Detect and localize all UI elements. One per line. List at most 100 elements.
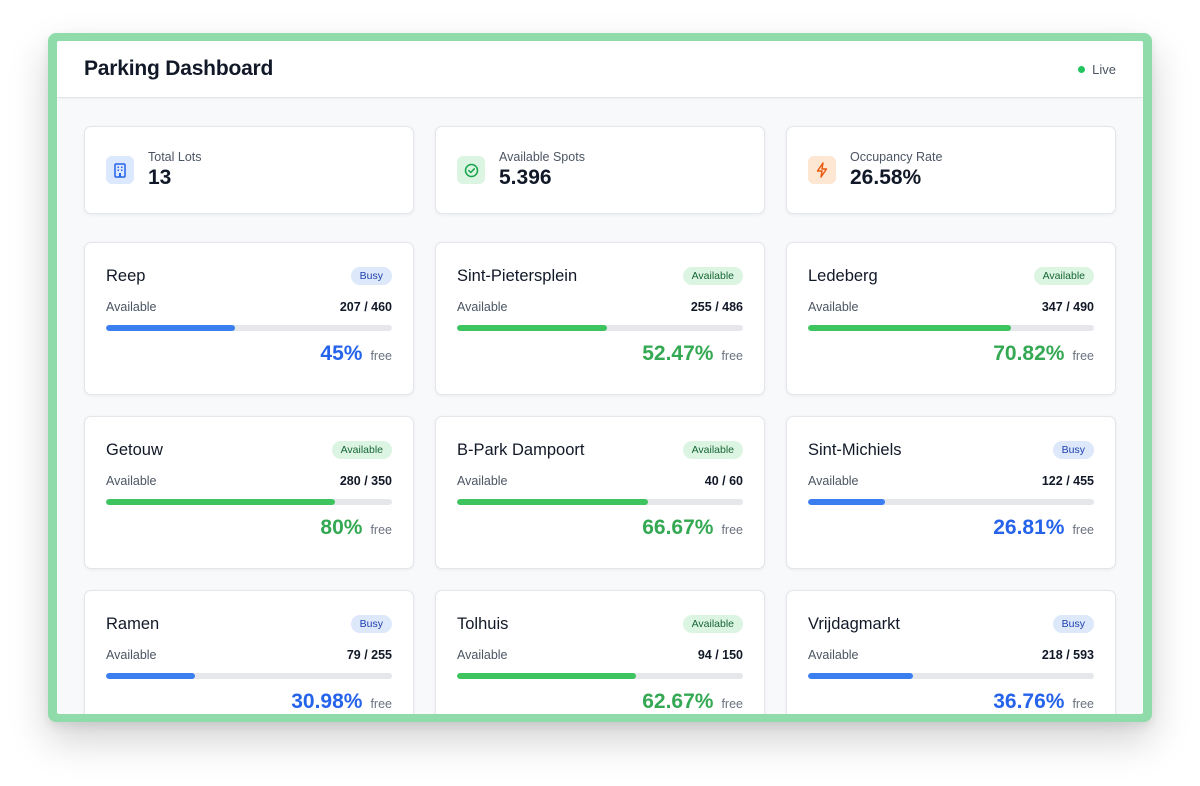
stat-value: 5.396 bbox=[499, 166, 552, 189]
available-label: Available bbox=[457, 300, 508, 314]
lot-card[interactable]: Ledeberg Available Available 347 / 490 7… bbox=[786, 242, 1116, 395]
availability-bar-fill bbox=[106, 499, 335, 505]
lot-name: B-Park Dampoort bbox=[457, 440, 585, 459]
spot-count: 280 / 350 bbox=[339, 474, 392, 488]
available-label: Available bbox=[808, 648, 859, 662]
free-percent: 70.82% bbox=[993, 342, 1065, 365]
available-label: Available bbox=[106, 648, 157, 662]
stats-row: Total Lots 13 Available Spots 5.396 bbox=[84, 126, 1116, 214]
status-badge: Busy bbox=[1052, 441, 1094, 459]
lot-name: Sint-Pietersplein bbox=[457, 266, 578, 285]
availability-bar-fill bbox=[457, 673, 637, 679]
availability-bar bbox=[808, 325, 1094, 331]
lot-name: Vrijdagmarkt bbox=[808, 614, 900, 633]
free-label: free bbox=[1072, 523, 1094, 537]
lot-name: Tolhuis bbox=[457, 614, 509, 633]
availability-bar-fill bbox=[808, 673, 914, 679]
lot-card[interactable]: Sint-Michiels Busy Available 122 / 455 2… bbox=[786, 416, 1116, 569]
spot-count: 218 / 593 bbox=[1041, 648, 1094, 662]
free-label: free bbox=[370, 697, 392, 711]
live-indicator: Live bbox=[1078, 62, 1116, 77]
spot-count: 79 / 255 bbox=[346, 648, 392, 662]
status-badge: Available bbox=[682, 267, 743, 285]
spot-count: 122 / 455 bbox=[1041, 474, 1094, 488]
status-badge: Available bbox=[682, 441, 743, 459]
availability-bar bbox=[457, 673, 743, 679]
status-badge: Available bbox=[1033, 267, 1094, 285]
availability-bar-fill bbox=[808, 499, 885, 505]
stat-card-available-spots: Available Spots 5.396 bbox=[435, 126, 765, 214]
building-icon bbox=[106, 156, 134, 184]
availability-bar bbox=[106, 499, 392, 505]
lot-card[interactable]: Getouw Available Available 280 / 350 80%… bbox=[84, 416, 414, 569]
stat-value: 13 bbox=[148, 166, 172, 189]
available-label: Available bbox=[808, 474, 859, 488]
spot-count: 207 / 460 bbox=[339, 300, 392, 314]
availability-bar bbox=[457, 499, 743, 505]
availability-bar bbox=[106, 673, 392, 679]
header: Parking Dashboard Live bbox=[57, 41, 1143, 98]
available-label: Available bbox=[457, 648, 508, 662]
spot-count: 40 / 60 bbox=[704, 474, 743, 488]
free-label: free bbox=[370, 523, 392, 537]
lot-card[interactable]: Sint-Pietersplein Available Available 25… bbox=[435, 242, 765, 395]
spot-count: 347 / 490 bbox=[1041, 300, 1094, 314]
status-badge: Available bbox=[682, 615, 743, 633]
status-badge: Busy bbox=[350, 267, 392, 285]
free-percent: 26.81% bbox=[993, 516, 1065, 539]
availability-bar-fill bbox=[106, 673, 195, 679]
spot-count: 94 / 150 bbox=[697, 648, 743, 662]
availability-bar-fill bbox=[808, 325, 1011, 331]
stat-value: 26.58% bbox=[850, 166, 922, 189]
status-badge: Available bbox=[331, 441, 392, 459]
page-title: Parking Dashboard bbox=[84, 57, 274, 80]
free-label: free bbox=[721, 523, 743, 537]
availability-bar bbox=[457, 325, 743, 331]
status-badge: Busy bbox=[1052, 615, 1094, 633]
free-percent: 45% bbox=[320, 342, 363, 365]
free-percent: 30.98% bbox=[291, 690, 363, 713]
lot-name: Ledeberg bbox=[808, 266, 878, 285]
lots-grid: Reep Busy Available 207 / 460 45% free S… bbox=[84, 242, 1116, 714]
lot-name: Getouw bbox=[106, 440, 163, 459]
stat-card-occupancy-rate: Occupancy Rate 26.58% bbox=[786, 126, 1116, 214]
live-label: Live bbox=[1092, 61, 1116, 77]
status-badge: Busy bbox=[350, 615, 392, 633]
lot-card[interactable]: Vrijdagmarkt Busy Available 218 / 593 36… bbox=[786, 590, 1116, 714]
free-percent: 36.76% bbox=[993, 690, 1065, 713]
free-percent: 66.67% bbox=[642, 516, 714, 539]
availability-bar bbox=[106, 325, 392, 331]
main-content: Total Lots 13 Available Spots 5.396 bbox=[57, 98, 1143, 714]
lot-card[interactable]: B-Park Dampoort Available Available 40 /… bbox=[435, 416, 765, 569]
stat-label: Occupancy Rate bbox=[850, 150, 943, 164]
free-percent: 80% bbox=[320, 516, 363, 539]
lot-name: Ramen bbox=[106, 614, 160, 633]
free-label: free bbox=[721, 349, 743, 363]
availability-bar bbox=[808, 499, 1094, 505]
lot-name: Reep bbox=[106, 266, 146, 285]
lot-card[interactable]: Ramen Busy Available 79 / 255 30.98% fre… bbox=[84, 590, 414, 714]
spot-count: 255 / 486 bbox=[690, 300, 743, 314]
lot-card[interactable]: Reep Busy Available 207 / 460 45% free bbox=[84, 242, 414, 395]
free-percent: 62.67% bbox=[642, 690, 714, 713]
stat-label: Available Spots bbox=[499, 150, 585, 164]
available-label: Available bbox=[808, 300, 859, 314]
dashboard-window: Parking Dashboard Live bbox=[57, 41, 1143, 714]
stat-card-total-lots: Total Lots 13 bbox=[84, 126, 414, 214]
check-circle-icon bbox=[457, 156, 485, 184]
free-percent: 52.47% bbox=[642, 342, 714, 365]
availability-bar bbox=[808, 673, 1094, 679]
lot-name: Sint-Michiels bbox=[808, 440, 902, 459]
available-label: Available bbox=[106, 300, 157, 314]
live-dot-icon bbox=[1078, 65, 1086, 73]
free-label: free bbox=[1072, 349, 1094, 363]
availability-bar-fill bbox=[106, 325, 235, 331]
lot-card[interactable]: Tolhuis Available Available 94 / 150 62.… bbox=[435, 590, 765, 714]
stat-label: Total Lots bbox=[148, 150, 202, 164]
available-label: Available bbox=[106, 474, 157, 488]
free-label: free bbox=[721, 697, 743, 711]
availability-bar-fill bbox=[457, 499, 648, 505]
lightning-icon bbox=[808, 156, 836, 184]
availability-bar-fill bbox=[457, 325, 608, 331]
free-label: free bbox=[1072, 697, 1094, 711]
